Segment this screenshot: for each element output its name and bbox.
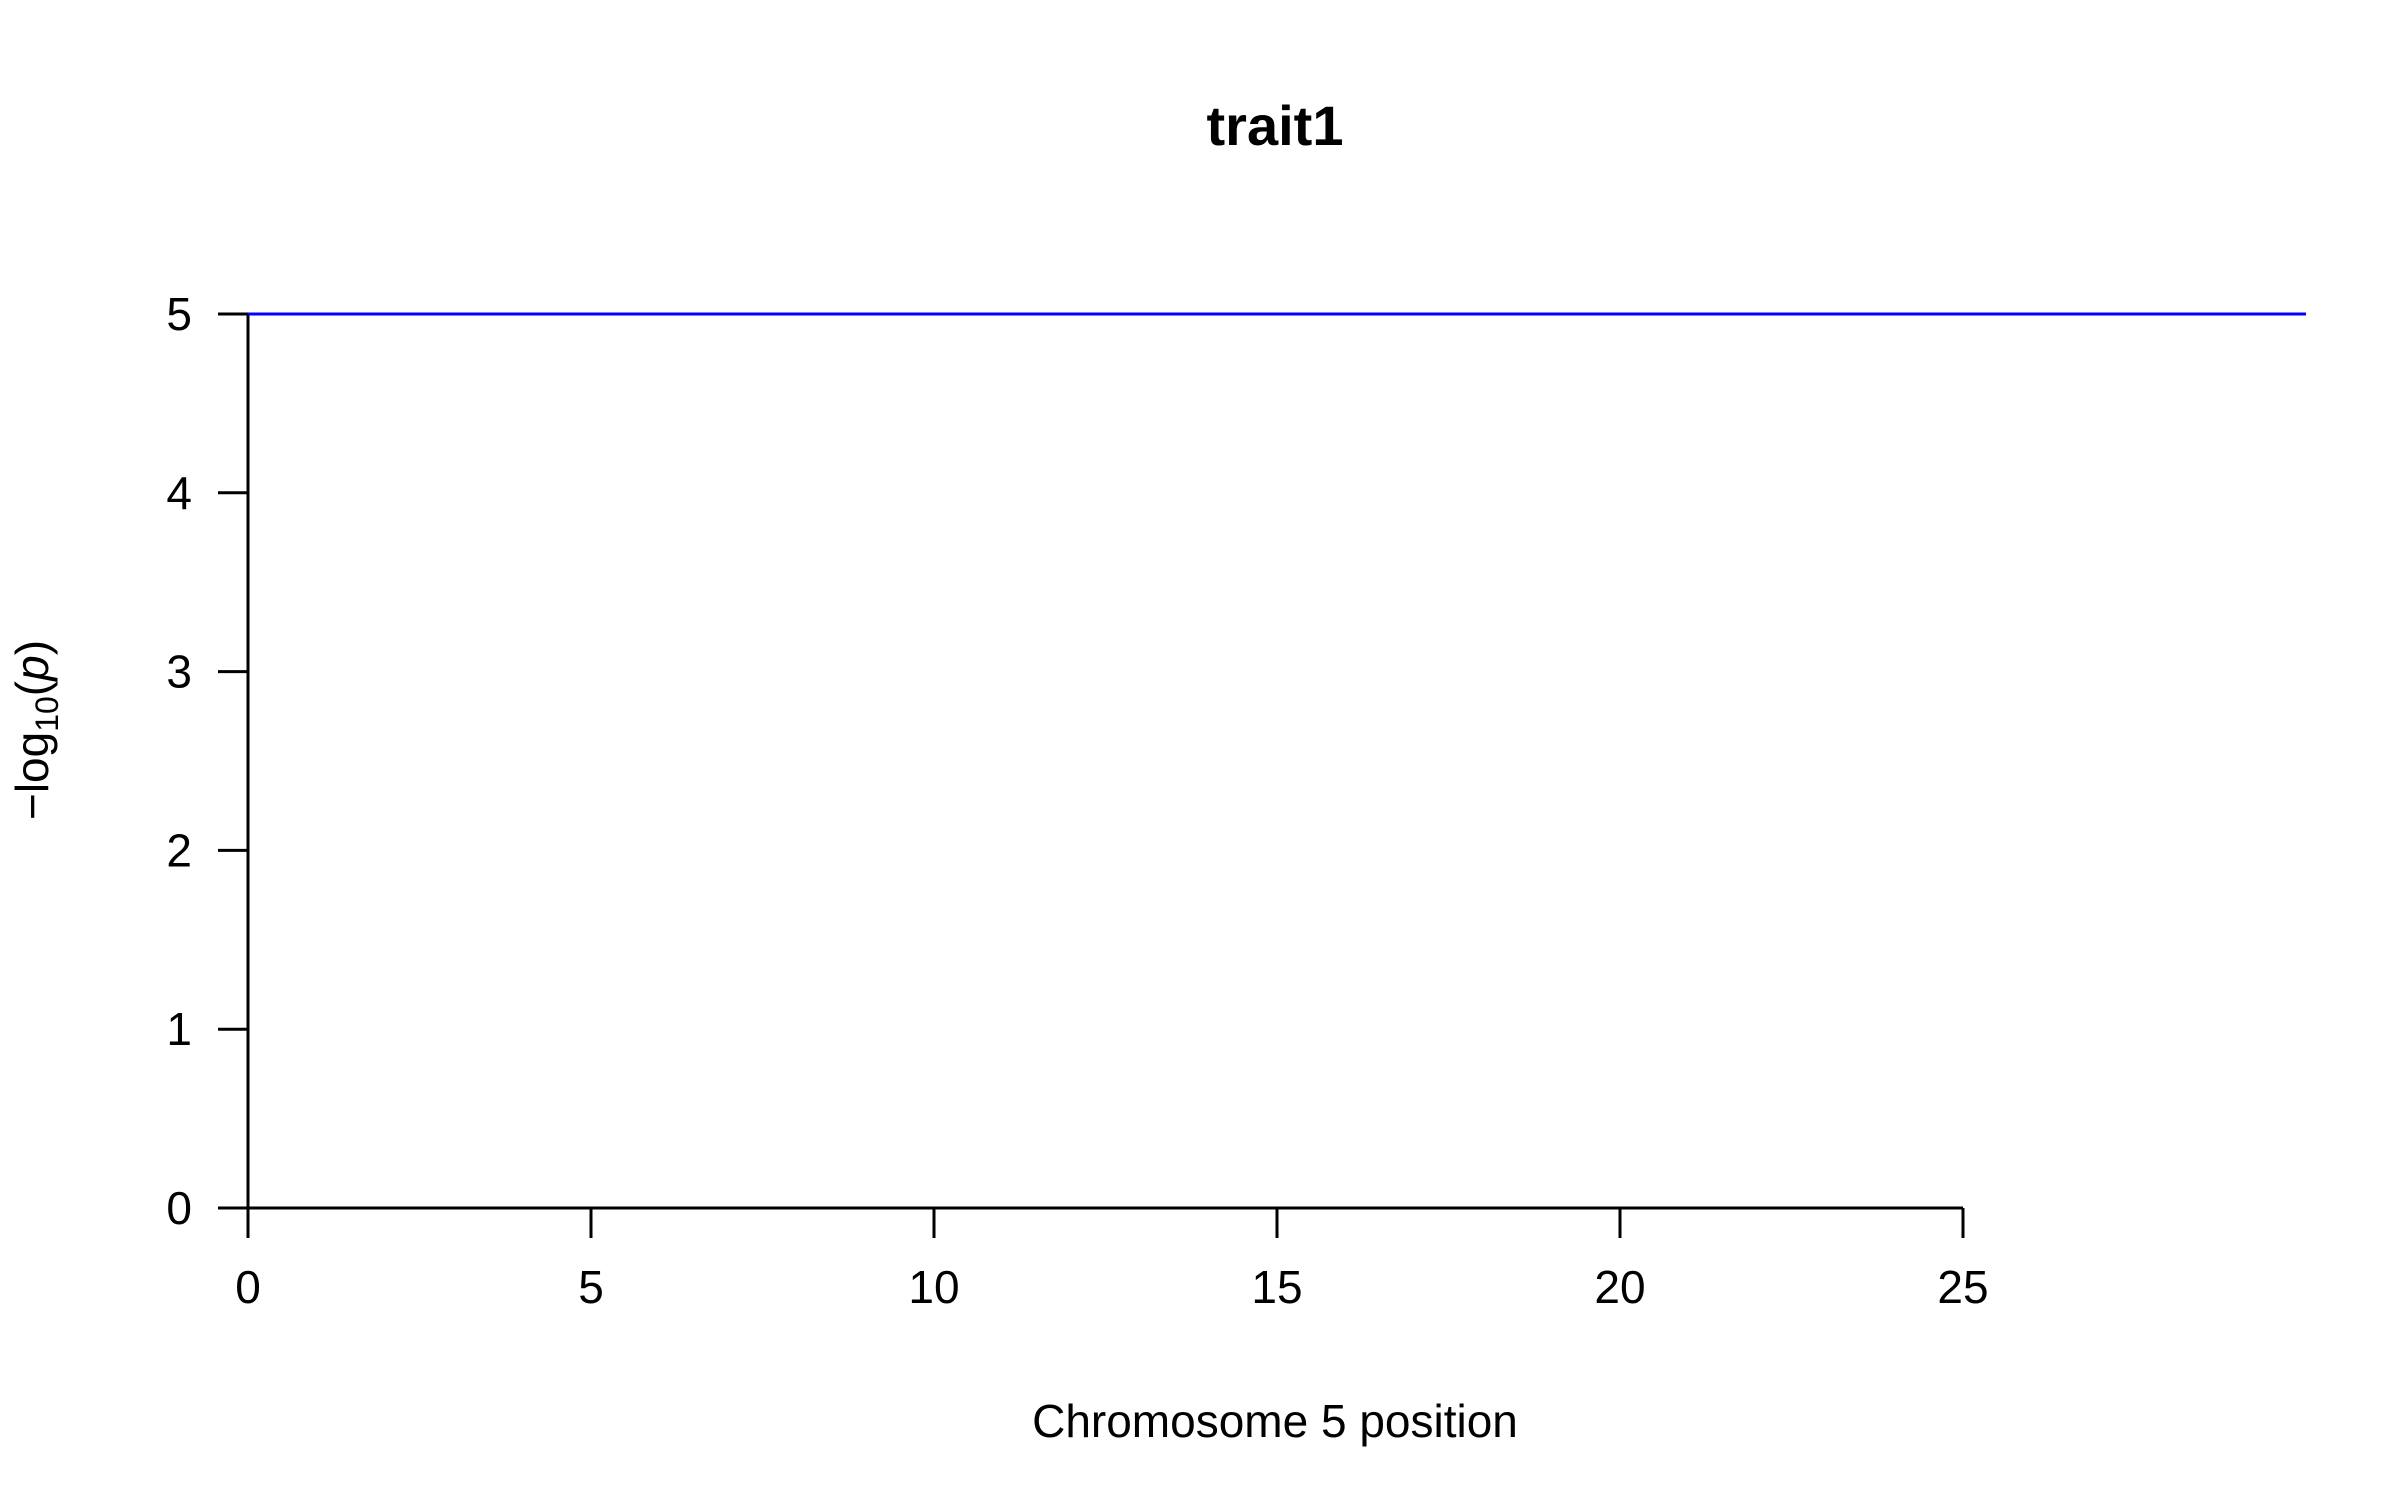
y-axis: 0 1 2 3 4 5 <box>166 288 250 1234</box>
x-tick-label: 20 <box>1594 1261 1645 1313</box>
x-axis: 0 5 10 15 20 25 <box>235 1206 1989 1313</box>
chart-title: trait1 <box>1207 94 1344 157</box>
x-tick-label: 15 <box>1251 1261 1302 1313</box>
y-tick-label: 3 <box>166 646 192 698</box>
x-axis-label: Chromosome 5 position <box>1032 1395 1518 1447</box>
y-tick-label: 0 <box>166 1182 192 1234</box>
y-axis-label-subscript: 10 <box>29 696 65 732</box>
y-axis-label-variable: p <box>6 655 58 683</box>
y-tick-label: 2 <box>166 824 192 876</box>
y-axis-label-open: ( <box>6 680 58 696</box>
y-axis-label-close: ) <box>6 640 58 655</box>
y-axis-label-prefix: −log <box>6 732 58 820</box>
x-tick-label: 25 <box>1937 1261 1988 1313</box>
x-tick-label: 5 <box>578 1261 604 1313</box>
y-tick-label: 1 <box>166 1003 192 1055</box>
y-tick-label: 5 <box>166 288 192 340</box>
y-axis-label: −log10(p) <box>6 640 65 820</box>
x-tick-label: 0 <box>235 1261 261 1313</box>
x-tick-label: 10 <box>908 1261 959 1313</box>
y-tick-label: 4 <box>166 467 192 519</box>
